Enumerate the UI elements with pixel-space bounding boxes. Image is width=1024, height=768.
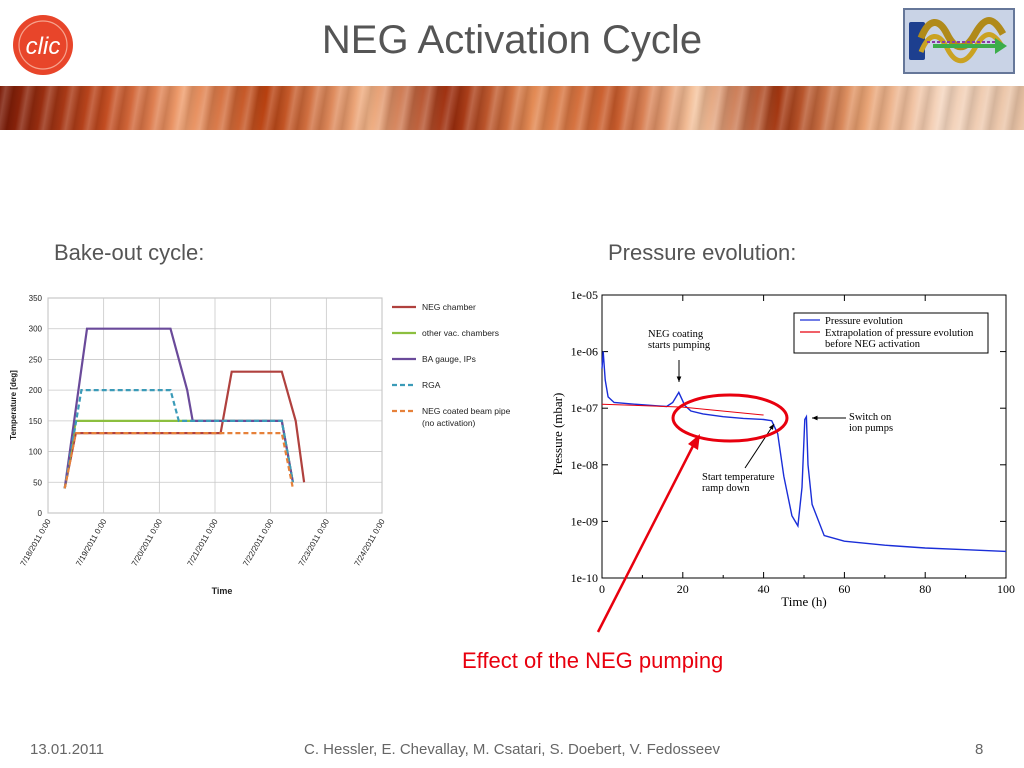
pressure-annotation-text: ramp down xyxy=(702,483,750,494)
bakeout-x-tick-label: 7/18/2011 0:00 xyxy=(19,517,53,568)
bakeout-y-tick-label: 50 xyxy=(33,478,42,487)
pressure-subtitle: Pressure evolution: xyxy=(608,240,797,265)
bakeout-subtitle: Bake-out cycle: xyxy=(54,240,205,265)
clic-logo-text: clic xyxy=(26,33,61,60)
pressure-x-tick-label: 0 xyxy=(599,582,605,596)
bakeout-series xyxy=(63,327,306,489)
pressure-annotation-text: NEG coating xyxy=(648,329,704,340)
pressure-legend-label: Extrapolation of pressure evolution xyxy=(825,328,974,339)
bakeout-y-tick-label: 250 xyxy=(29,355,43,364)
bakeout-x-ticks: 7/18/2011 0:00 7/19/2011 0:00 7/20/2011 0:… xyxy=(19,517,387,568)
bakeout-legend-label: NEG chamber xyxy=(422,302,476,312)
pressure-legend-label: before NEG activation xyxy=(825,339,921,350)
bakeout-x-tick-label: 7/24/2011 0:00 xyxy=(353,517,387,568)
pressure-legend-box xyxy=(793,312,989,354)
header-banner-texture xyxy=(0,86,1024,130)
ctf-logo xyxy=(903,8,1015,74)
bakeout-y-tick-label: 150 xyxy=(29,417,43,426)
footer-authors: C. Hessler, E. Chevallay, M. Csatari, S.… xyxy=(303,741,720,758)
pressure-y-tick-label: 1e-08 xyxy=(571,458,598,472)
pressure-x-axis-label: Time (h) xyxy=(781,594,826,609)
pressure-x-tick-label: 60 xyxy=(838,582,850,596)
clic-logo: clic xyxy=(13,15,73,75)
pressure-annotation-arrowhead-icon xyxy=(812,415,818,421)
bakeout-x-axis-label: Time xyxy=(212,586,233,596)
pressure-x-tick-label: 40 xyxy=(758,582,770,596)
pressure-annotation-text: ion pumps xyxy=(849,423,893,434)
pressure-y-tick-label: 1e-09 xyxy=(571,514,598,528)
bakeout-y-axis-label: Temperature [deg] xyxy=(9,370,18,440)
page-number: 8 xyxy=(975,741,984,758)
bakeout-y-tick-label: 100 xyxy=(29,448,43,457)
footer-date: 13.01.2011 xyxy=(30,741,104,758)
bakeout-series-line-3 xyxy=(63,388,294,489)
bakeout-legend-label: RGA xyxy=(422,380,441,390)
bakeout-legend-label: other vac. chambers xyxy=(422,328,499,338)
pressure-y-tick-label: 1e-07 xyxy=(571,401,598,415)
pressure-annotation-arrowhead-icon xyxy=(676,376,682,382)
pressure-legend-label: Pressure evolution xyxy=(825,316,904,327)
bakeout-legend-label: BA gauge, IPs xyxy=(422,354,476,364)
bakeout-x-tick-label: 7/23/2011 0:00 xyxy=(297,517,331,568)
bakeout-legend-label: NEG coated beam pipe xyxy=(422,406,511,416)
pressure-x-tick-label: 80 xyxy=(919,582,931,596)
pressure-annotation-text: starts pumping xyxy=(648,340,711,351)
bakeout-x-tick-label: 7/19/2011 0:00 xyxy=(74,517,108,568)
effect-label: Effect of the NEG pumping xyxy=(462,648,724,673)
pressure-x-tick-label: 100 xyxy=(997,582,1015,596)
pressure-x-tick-label: 20 xyxy=(677,582,689,596)
bakeout-grid xyxy=(47,297,383,514)
bakeout-y-tick-label: 0 xyxy=(38,509,43,518)
pressure-annotation-text: Switch on xyxy=(849,412,892,423)
pressure-y-tick-label: 1e-10 xyxy=(571,571,598,585)
bakeout-x-tick-label: 7/22/2011 0:00 xyxy=(241,517,275,568)
bakeout-series-line-4 xyxy=(63,432,294,489)
bakeout-y-ticks: 0 50 100 150 200 250 300 350 xyxy=(29,294,43,518)
pressure-y-tick-label: 1e-05 xyxy=(571,288,598,302)
bakeout-y-tick-label: 300 xyxy=(29,325,43,334)
bakeout-y-tick-label: 350 xyxy=(29,294,43,303)
bakeout-x-tick-label: 7/20/2011 0:00 xyxy=(130,517,164,568)
header-banner xyxy=(0,86,1024,130)
bakeout-y-tick-label: 200 xyxy=(29,386,43,395)
pressure-chart: 0 20 40 60 80 100 1e-10 1e-09 1e-08 1e-07 1e-06 1e-… xyxy=(550,288,1015,609)
bakeout-legend-label: (no activation) xyxy=(422,418,476,428)
pressure-y-axis-label: Pressure (mbar) xyxy=(550,393,565,476)
pressure-annotation-text: Start temperature xyxy=(702,472,775,483)
bakeout-chart: 0 50 100 150 200 250 300 350 7/18/2011 0:00 7/19… xyxy=(9,294,387,596)
bakeout-x-tick-label: 7/21/2011 0:00 xyxy=(186,517,220,568)
pressure-y-tick-label: 1e-06 xyxy=(571,345,598,359)
slide-title: NEG Activation Cycle xyxy=(321,18,703,62)
